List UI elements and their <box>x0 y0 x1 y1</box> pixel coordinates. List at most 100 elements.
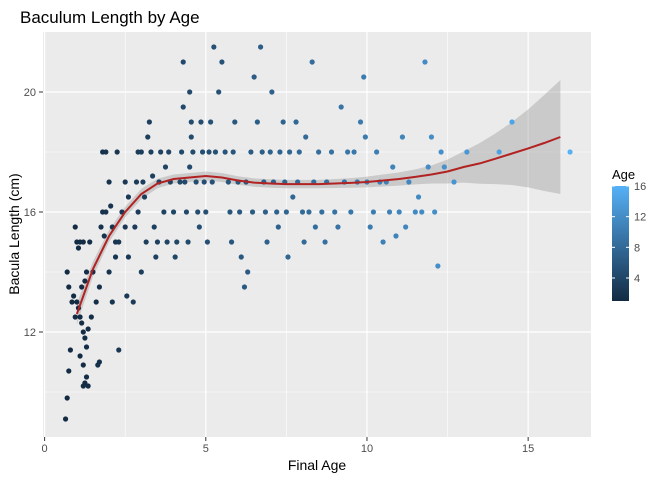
data-point <box>283 209 289 215</box>
data-point <box>185 239 191 245</box>
data-point <box>362 134 368 140</box>
colorbar-tick-label: 4 <box>634 273 640 285</box>
data-point <box>130 299 136 305</box>
data-point <box>124 293 130 299</box>
data-point <box>225 179 231 185</box>
smooth-fit-line <box>75 136 561 315</box>
data-point <box>67 347 73 353</box>
data-point <box>77 353 83 359</box>
data-point <box>83 269 90 275</box>
data-point <box>188 134 194 140</box>
data-point <box>248 149 254 155</box>
data-point <box>199 149 206 155</box>
data-point <box>108 203 114 209</box>
data-point <box>74 299 80 305</box>
data-point <box>101 233 107 239</box>
data-point <box>138 149 144 155</box>
data-point <box>287 149 293 155</box>
data-point <box>172 254 178 260</box>
data-point <box>122 179 128 185</box>
data-point <box>415 194 422 200</box>
data-point <box>109 299 115 305</box>
data-point <box>183 209 190 215</box>
data-point <box>241 284 248 290</box>
legend-title: Age <box>612 167 635 182</box>
data-point <box>275 224 281 230</box>
data-point <box>393 233 399 239</box>
data-point <box>319 209 325 215</box>
data-point <box>222 149 228 155</box>
data-point <box>296 149 302 155</box>
data-point <box>303 134 309 140</box>
data-point <box>141 194 148 200</box>
data-point <box>390 164 396 170</box>
data-point <box>158 149 164 155</box>
data-point <box>328 149 335 155</box>
x-tick-label: 5 <box>203 443 209 455</box>
data-point <box>164 239 170 245</box>
data-point <box>348 209 354 215</box>
data-point <box>180 59 186 65</box>
colorbar-tick-label: 8 <box>634 242 640 254</box>
data-point <box>425 164 431 170</box>
data-point <box>204 239 210 245</box>
data-point <box>309 59 315 65</box>
data-point <box>85 326 91 332</box>
data-point <box>399 134 406 140</box>
data-point <box>361 74 367 80</box>
data-point <box>177 179 183 185</box>
data-point <box>290 194 296 200</box>
data-point <box>116 347 122 353</box>
data-point <box>125 194 132 200</box>
data-point <box>114 149 120 155</box>
plot-panel <box>43 32 591 437</box>
data-point <box>451 179 457 185</box>
data-point <box>464 149 470 155</box>
grid <box>43 32 591 437</box>
data-point <box>116 239 122 245</box>
data-point <box>198 119 204 125</box>
data-point <box>170 209 177 215</box>
data-point <box>154 239 161 245</box>
data-point <box>269 89 275 95</box>
data-point <box>438 149 444 155</box>
data-point <box>83 374 90 380</box>
data-point <box>187 89 193 95</box>
data-point <box>219 59 225 65</box>
data-point <box>83 344 90 350</box>
data-point <box>82 278 88 284</box>
data-point <box>80 362 86 368</box>
data-point <box>203 209 209 215</box>
data-point <box>98 224 104 230</box>
data-point <box>322 239 328 245</box>
data-point <box>211 44 217 50</box>
data-point <box>103 209 109 215</box>
data-point <box>106 269 112 275</box>
data-point <box>209 179 215 185</box>
data-point <box>335 224 341 230</box>
data-point <box>66 368 72 374</box>
data-point <box>370 209 377 215</box>
data-point <box>332 209 338 215</box>
data-point <box>374 149 380 155</box>
data-point <box>145 134 151 140</box>
data-point <box>435 263 441 269</box>
data-point <box>146 119 152 125</box>
data-point <box>85 383 91 389</box>
data-point <box>64 395 70 401</box>
data-point <box>88 314 94 320</box>
data-point <box>262 209 269 215</box>
data-point <box>132 224 138 230</box>
data-point <box>212 149 219 155</box>
data-point <box>140 179 146 185</box>
data-point <box>396 209 402 215</box>
data-point <box>96 284 103 290</box>
data-point <box>122 224 128 230</box>
data-point <box>106 179 112 185</box>
y-tick-label: 16 <box>24 207 36 219</box>
data-point <box>306 209 312 215</box>
colorbar-tick-label: 12 <box>634 212 646 224</box>
data-point <box>316 149 322 155</box>
data-point <box>80 383 86 389</box>
